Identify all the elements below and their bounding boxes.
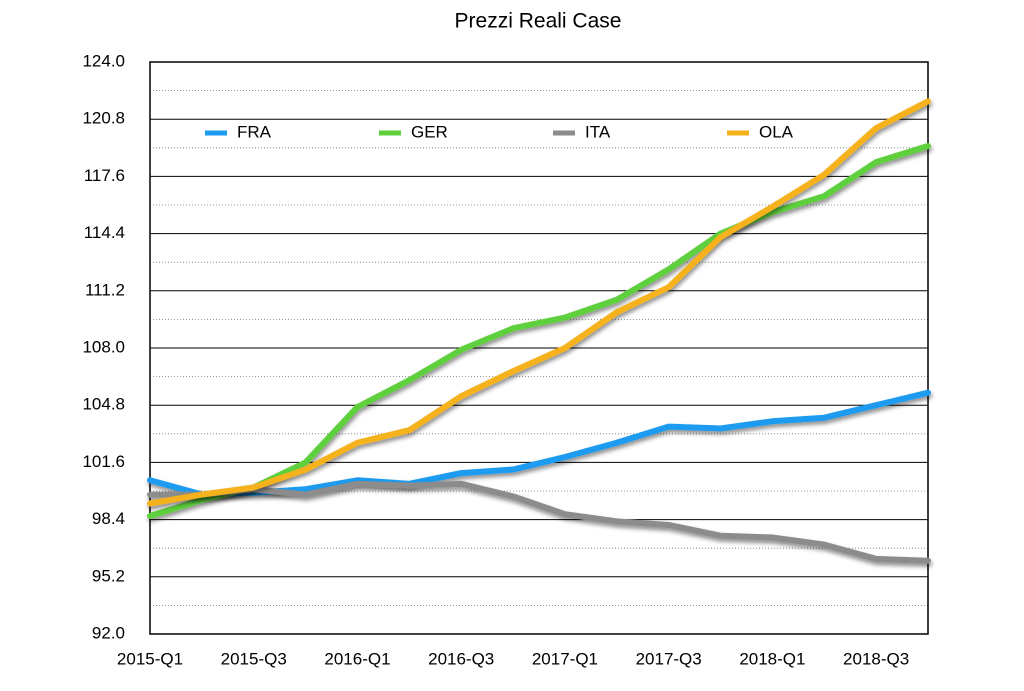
y-tick-label: 95.2 [92, 566, 125, 585]
series-line [147, 143, 931, 520]
x-tick-label: 2015-Q3 [221, 649, 287, 668]
plot-frame [149, 61, 929, 635]
y-tick-label: 92.0 [92, 623, 125, 642]
y-tick-label: 114.4 [84, 223, 125, 242]
legend-label: FRA [237, 122, 272, 141]
series-line [147, 480, 931, 564]
series-line [147, 98, 931, 507]
y-tick-label: 98.4 [92, 509, 125, 528]
x-tick-label: 2018-Q1 [739, 649, 805, 668]
x-tick-label: 2016-Q1 [324, 649, 390, 668]
legend-label: GER [411, 122, 448, 141]
y-tick-label: 108.0 [82, 337, 125, 356]
y-tick-label: 101.6 [82, 452, 125, 471]
x-tick-label: 2016-Q3 [428, 649, 494, 668]
x-tick-label: 2017-Q1 [532, 649, 598, 668]
legend-label: OLA [759, 122, 794, 141]
legend-label: ITA [585, 122, 611, 141]
y-tick-label: 117.6 [84, 166, 125, 185]
y-tick-label: 104.8 [82, 395, 125, 414]
y-tick-label: 120.8 [82, 109, 125, 128]
y-tick-label: 124.0 [82, 51, 125, 70]
x-tick-label: 2015-Q1 [117, 649, 183, 668]
x-tick-label: 2017-Q3 [636, 649, 702, 668]
y-tick-label: 111.2 [85, 280, 125, 299]
chart-title: Prezzi Reali Case [455, 10, 622, 33]
x-tick-label: 2018-Q3 [843, 649, 909, 668]
